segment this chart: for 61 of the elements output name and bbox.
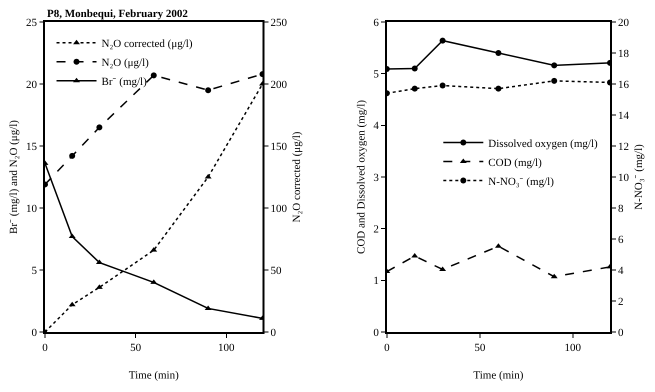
y-tick-label: 25: [26, 16, 38, 29]
legend-label: N₂O (μg/l): [102, 56, 150, 69]
y-tick-label: 15: [26, 140, 38, 153]
point: [412, 86, 418, 92]
x-tick-label: 100: [564, 342, 582, 354]
point: [150, 72, 157, 78]
y-tick-label: 0: [32, 326, 38, 339]
y2-axis-title: N-NO₃⁻ (mg/l): [633, 144, 646, 210]
y2-tick-label: 6: [618, 234, 624, 246]
y2-tick-label: 200: [270, 78, 288, 91]
y-tick-label: 5: [32, 264, 38, 277]
x-axis-title: Time (min): [128, 370, 180, 382]
point: [440, 82, 446, 89]
x-axis-title: Time (min): [473, 370, 524, 382]
y-tick-label: 5: [373, 68, 380, 81]
point: [551, 62, 558, 68]
point: [440, 38, 446, 44]
y-tick-label: 1: [373, 275, 379, 288]
y2-tick-label: 4: [618, 264, 624, 277]
x-tick-label: 0: [384, 342, 390, 354]
y-tick-label: 20: [26, 78, 38, 91]
y2-tick-label: 8: [618, 202, 624, 215]
point: [96, 124, 102, 130]
y-tick-label: 6: [373, 16, 380, 29]
y2-tick-label: 50: [270, 264, 282, 277]
y2-tick-label: 12: [618, 140, 629, 153]
y2-tick-label: 20: [618, 16, 630, 29]
point: [551, 78, 558, 84]
y2-tick-label: 16: [618, 78, 630, 91]
y2-tick-label: 0: [270, 326, 276, 339]
point: [69, 152, 76, 159]
y2-tick-label: 18: [618, 48, 630, 60]
y2-tick-label: 150: [270, 140, 288, 153]
point: [412, 66, 418, 72]
y2-tick-label: 14: [618, 110, 630, 122]
point: [205, 87, 212, 94]
legend-label: N₂O corrected (μg/l): [102, 38, 193, 50]
y-tick-label: 4: [373, 120, 380, 132]
y2-tick-label: 0: [618, 326, 624, 339]
y-axis-title: COD and Dissolved oxygen (mg/l): [356, 100, 368, 254]
point: [495, 86, 502, 92]
y2-tick-label: 100: [270, 202, 288, 215]
legend-label: N-NO₃⁻ (mg/l): [488, 176, 554, 188]
y-tick-label: 3: [373, 172, 380, 184]
x-tick-label: 0: [42, 342, 48, 354]
legend-label: COD (mg/l): [488, 156, 542, 169]
point: [495, 50, 502, 56]
legend-label: Br⁻ (mg/l): [102, 76, 148, 88]
y2-tick-label: 10: [618, 172, 630, 184]
legend-label: Dissolved oxygen (mg/l): [488, 138, 598, 150]
x-tick-label: 50: [474, 342, 486, 354]
y2-tick-label: 250: [270, 16, 288, 29]
y-tick-label: 2: [373, 224, 379, 236]
x-tick-label: 100: [218, 342, 236, 354]
y-tick-label: 10: [26, 202, 38, 215]
y-tick-label: 0: [373, 326, 380, 339]
y2-tick-label: 2: [618, 296, 624, 308]
chart-title: P8, Monbequi, February 2002: [47, 8, 188, 20]
x-tick-label: 50: [130, 342, 142, 354]
y-axis-title: Br⁻ (mg/l) and N₂O (μg/l): [8, 120, 20, 234]
y2-axis-title: N₂O corrected (μg/l): [291, 131, 304, 222]
